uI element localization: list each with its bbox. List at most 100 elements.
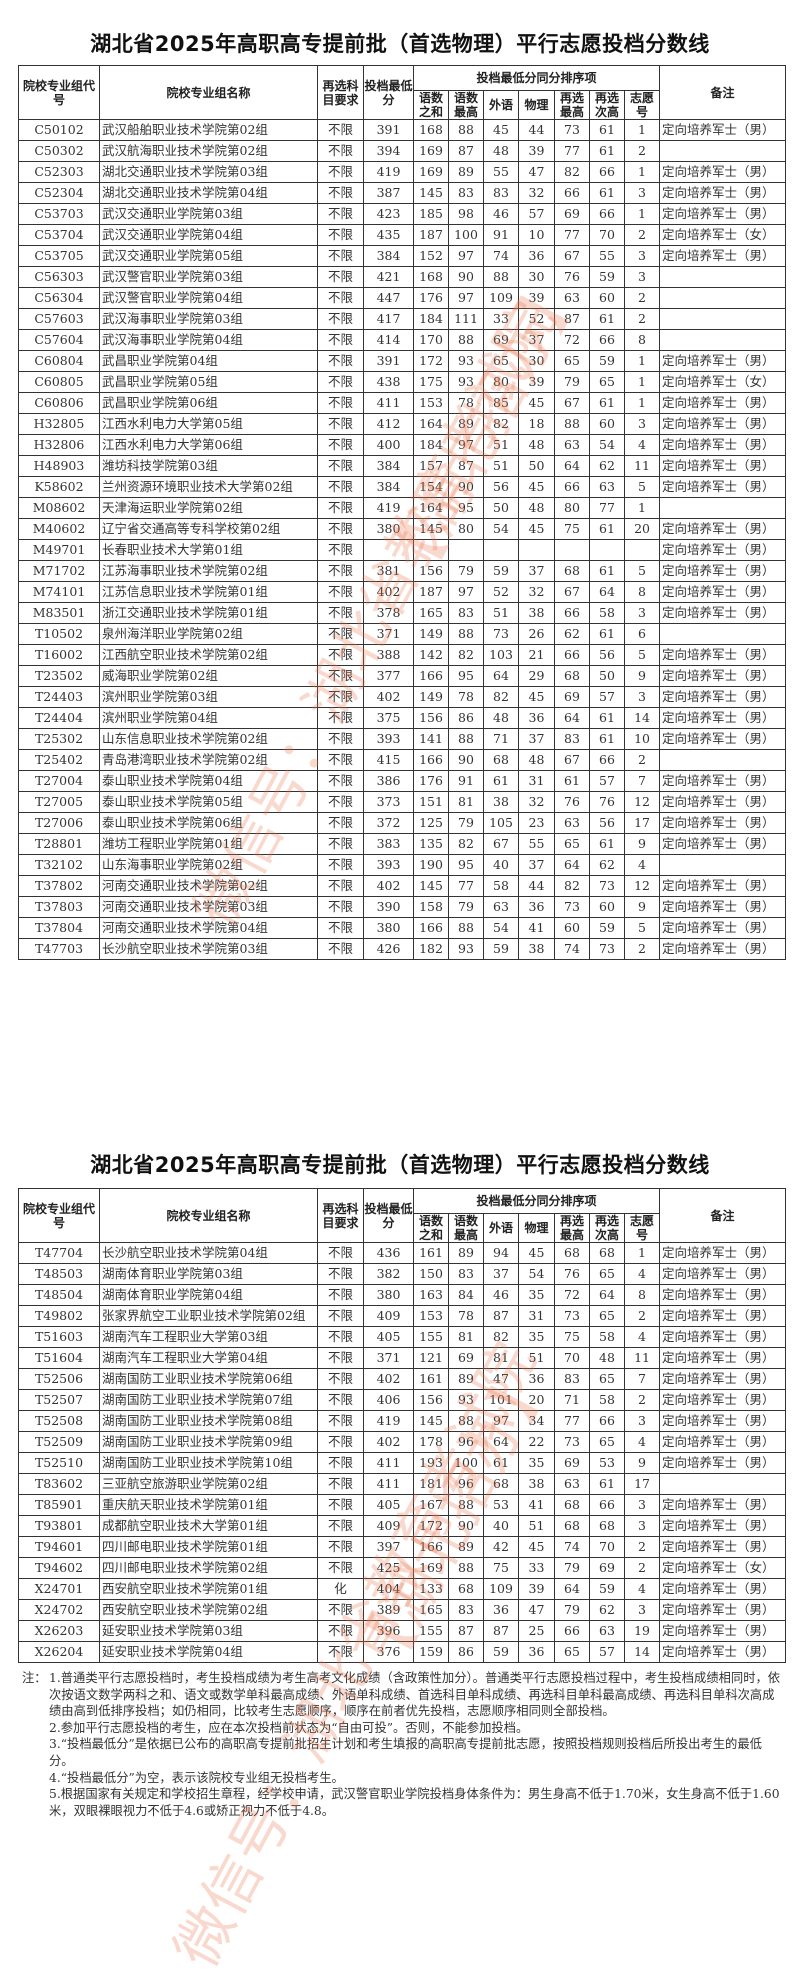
- table-row: C57603 武汉海事职业学院第03组 不限 417 184 111 33 52 87 61 2: [18, 308, 787, 330]
- cell-physics: 22: [518, 1431, 555, 1453]
- cell-elective-second: 61: [589, 728, 625, 750]
- cell-elective-max: 69: [554, 686, 590, 708]
- cell-chinese-math-sum: 184: [413, 434, 449, 456]
- cell-physics: 25: [518, 1620, 555, 1642]
- cell-preference-no: 2: [623, 224, 661, 246]
- cell-code: M83501: [18, 602, 100, 624]
- cell-code: M74101: [18, 581, 100, 603]
- cell-note: [659, 749, 787, 771]
- cell-physics: 41: [518, 1494, 555, 1516]
- table-row: T51604 湖南汽车工程职业大学第04组 不限 371 121 69 81 51 70 48 11…: [18, 1347, 787, 1369]
- cell-code: T32102: [18, 854, 100, 876]
- cell-requirement: 不限: [317, 1494, 364, 1516]
- table-row: H32806 江西水利电力大学第06组 不限 400 184 97 51 48 63 54 4 定向培…: [18, 434, 787, 456]
- cell-chinese-math-sum: 163: [413, 1284, 449, 1306]
- cell-elective-max: 67: [554, 749, 590, 771]
- cell-code: X24702: [18, 1599, 100, 1621]
- cell-preference-no: 3: [623, 1410, 661, 1432]
- cell-physics: 48: [518, 497, 555, 519]
- cell-physics: 38: [518, 938, 555, 960]
- cell-foreign-language: 105: [483, 812, 519, 834]
- cell-requirement: 不限: [317, 413, 364, 435]
- cell-preference-no: 3: [623, 686, 661, 708]
- cell-physics: 39: [518, 371, 555, 393]
- cell-elective-second: 58: [589, 1389, 625, 1411]
- cell-min-score: 394: [363, 140, 414, 162]
- header-requirement: 再选科目要求: [317, 1188, 364, 1243]
- cell-min-score: 390: [363, 896, 414, 918]
- cell-chinese-math-max: 77: [448, 875, 484, 897]
- cell-note: 定向培养军士（男）: [659, 1368, 787, 1390]
- cell-chinese-math-sum: 176: [413, 287, 449, 309]
- cell-elective-max: 69: [554, 1452, 590, 1474]
- cell-foreign-language: 58: [483, 875, 519, 897]
- table-row: C53703 武汉交通职业学院第03组 不限 423 185 98 46 57 69 66 1 定向培…: [18, 203, 787, 225]
- cell-foreign-language: 46: [483, 1284, 519, 1306]
- cell-name: 延安职业技术学院第03组: [99, 1620, 318, 1642]
- cell-elective-second: 59: [589, 1578, 625, 1600]
- cell-chinese-math-sum: 145: [413, 1410, 449, 1432]
- cell-preference-no: 12: [623, 791, 661, 813]
- cell-min-score: 415: [363, 749, 414, 771]
- cell-physics: 41: [518, 917, 555, 939]
- cell-requirement: 不限: [317, 308, 364, 330]
- cell-elective-max: [554, 539, 590, 561]
- cell-physics: 31: [518, 770, 555, 792]
- cell-physics: 47: [518, 1599, 555, 1621]
- cell-min-score: 397: [363, 1536, 414, 1558]
- table-row: T52510 湖南国防工业职业技术学院第10组 不限 411 193 100 61 35 69 5…: [18, 1452, 787, 1474]
- cell-name: 威海职业学院第02组: [99, 665, 318, 687]
- cell-elective-max: 74: [554, 1536, 590, 1558]
- cell-name: 武汉航海职业技术学院第02组: [99, 140, 318, 162]
- cell-name: 湖南国防工业职业技术学院第10组: [99, 1452, 318, 1474]
- cell-preference-no: 6: [623, 623, 661, 645]
- cell-name: 成都航空职业技术大学第01组: [99, 1515, 318, 1537]
- cell-elective-max: 73: [554, 1305, 590, 1327]
- cell-chinese-math-max: 96: [448, 1473, 484, 1495]
- cell-note: 定向培养军士（男）: [659, 1389, 787, 1411]
- cell-elective-max: 62: [554, 623, 590, 645]
- cell-note: 定向培养军士（男）: [659, 245, 787, 267]
- cell-elective-second: 61: [589, 833, 625, 855]
- cell-preference-no: 3: [623, 413, 661, 435]
- cell-elective-second: 48: [589, 1347, 625, 1369]
- cell-code: C60804: [18, 350, 100, 372]
- table-row: T52509 湖南国防工业职业技术学院第09组 不限 402 178 96 64 22 73 65…: [18, 1431, 787, 1453]
- cell-preference-no: 5: [623, 476, 661, 498]
- cell-elective-second: 61: [589, 140, 625, 162]
- cell-foreign-language: 68: [483, 1473, 519, 1495]
- cell-elective-max: 74: [554, 938, 590, 960]
- header-tiebreak-group: 投档最低分同分排序项: [412, 65, 661, 91]
- header-note: 备注: [659, 1188, 787, 1243]
- table-row: T23502 威海职业学院第02组 不限 377 166 95 64 29 68 50 9 定向培养军…: [18, 665, 787, 687]
- cell-foreign-language: 74: [483, 245, 519, 267]
- table-row: C53705 武汉交通职业学院第05组 不限 384 152 97 74 36 67 55 3 定向培…: [18, 245, 787, 267]
- cell-physics: 10: [518, 224, 555, 246]
- cell-foreign-language: 61: [483, 770, 519, 792]
- cell-foreign-language: 51: [483, 455, 519, 477]
- cell-name: 青岛港湾职业技术学院第02组: [99, 749, 318, 771]
- cell-min-score: 381: [363, 560, 414, 582]
- cell-elective-max: 75: [554, 1326, 590, 1348]
- cell-min-score: 375: [363, 707, 414, 729]
- cell-foreign-language: 101: [483, 1389, 519, 1411]
- cell-name: 湖南汽车工程职业大学第03组: [99, 1326, 318, 1348]
- cell-min-score: 376: [363, 1641, 414, 1663]
- cell-min-score: 377: [363, 665, 414, 687]
- cell-min-score: 371: [363, 1347, 414, 1369]
- cell-physics: 36: [518, 896, 555, 918]
- cell-elective-second: 54: [589, 434, 625, 456]
- header-name: 院校专业组名称: [99, 65, 318, 120]
- cell-physics: 32: [518, 581, 555, 603]
- cell-elective-second: 61: [589, 707, 625, 729]
- cell-requirement: 不限: [317, 1242, 364, 1264]
- cell-chinese-math-sum: 193: [413, 1452, 449, 1474]
- cell-chinese-math-sum: 172: [413, 1515, 449, 1537]
- cell-preference-no: 2: [623, 308, 661, 330]
- cell-elective-second: 66: [589, 161, 625, 183]
- cell-elective-max: 83: [554, 728, 590, 750]
- cell-note: [659, 497, 787, 519]
- cell-requirement: 不限: [317, 245, 364, 267]
- cell-requirement: 不限: [317, 1410, 364, 1432]
- cell-preference-no: 5: [623, 644, 661, 666]
